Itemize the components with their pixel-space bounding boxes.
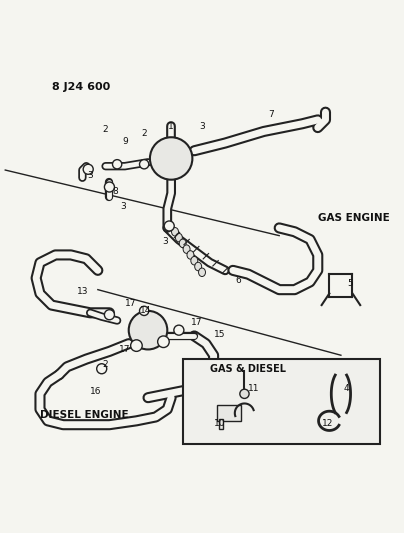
Ellipse shape: [175, 233, 182, 242]
Text: 8: 8: [112, 187, 118, 196]
Circle shape: [83, 164, 93, 174]
Circle shape: [150, 137, 192, 180]
Text: 6: 6: [236, 276, 242, 285]
Text: 12: 12: [322, 419, 333, 428]
Ellipse shape: [187, 251, 194, 259]
Circle shape: [174, 325, 184, 335]
Text: 9: 9: [122, 136, 128, 146]
Text: 1: 1: [168, 123, 174, 131]
Text: 13: 13: [77, 287, 88, 296]
Bar: [217, 406, 241, 421]
Circle shape: [158, 336, 169, 348]
Circle shape: [104, 182, 114, 192]
Ellipse shape: [172, 228, 179, 236]
Ellipse shape: [195, 262, 202, 271]
Text: 5: 5: [348, 279, 354, 288]
Text: 16: 16: [90, 387, 102, 397]
Text: 2: 2: [141, 129, 147, 138]
Text: 3: 3: [162, 237, 168, 246]
Text: 8 J24 600: 8 J24 600: [52, 82, 110, 92]
Circle shape: [240, 389, 249, 399]
Ellipse shape: [191, 256, 198, 265]
Text: GAS ENGINE: GAS ENGINE: [318, 213, 389, 223]
Text: 4: 4: [344, 384, 349, 392]
Circle shape: [129, 311, 167, 350]
Text: 3: 3: [199, 123, 205, 131]
Text: 7: 7: [269, 110, 274, 119]
Text: 2: 2: [103, 360, 108, 369]
Text: 14: 14: [140, 306, 152, 316]
Circle shape: [139, 306, 149, 316]
Circle shape: [139, 159, 149, 169]
Bar: [219, 419, 223, 429]
Text: DIESEL ENGINE: DIESEL ENGINE: [40, 410, 128, 420]
Text: 17: 17: [190, 318, 202, 327]
Ellipse shape: [198, 268, 206, 277]
Text: 2: 2: [103, 125, 108, 134]
Text: 17: 17: [125, 298, 137, 308]
Circle shape: [112, 159, 122, 169]
Text: 3: 3: [120, 202, 126, 211]
Text: 17: 17: [119, 345, 130, 354]
Circle shape: [104, 310, 114, 320]
Circle shape: [130, 340, 142, 351]
Ellipse shape: [179, 239, 186, 248]
FancyBboxPatch shape: [183, 359, 379, 444]
Circle shape: [164, 221, 174, 231]
Text: 3: 3: [87, 171, 93, 180]
Ellipse shape: [183, 245, 190, 253]
Text: GAS & DIESEL: GAS & DIESEL: [210, 364, 286, 374]
Text: 15: 15: [214, 329, 225, 338]
Text: 10: 10: [214, 419, 225, 428]
Circle shape: [97, 364, 107, 374]
Text: 11: 11: [248, 384, 260, 392]
